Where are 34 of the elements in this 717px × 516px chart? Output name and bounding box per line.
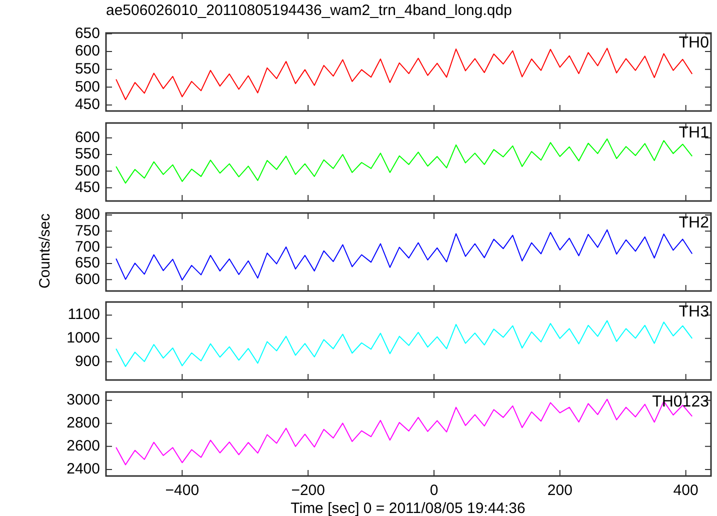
y-tick-label: 2800 [66, 414, 100, 432]
y-tick-label: 500 [74, 162, 100, 180]
y-tick-label: 500 [74, 78, 100, 96]
y-tick-label: 700 [74, 238, 100, 256]
series-label: TH0123 [652, 394, 710, 411]
y-tick-label: 3000 [66, 392, 100, 409]
x-tick-label: 200 [547, 482, 572, 500]
series-label: TH2 [678, 214, 710, 231]
y-tick-label: 1100 [68, 306, 100, 324]
y-tick-label: 650 [74, 24, 100, 42]
y-tick-label: 900 [74, 353, 100, 370]
y-tick-label: 600 [74, 42, 100, 60]
y-tick-label: 1000 [66, 330, 100, 347]
y-tick-label: 800 [74, 206, 100, 223]
x-tick-label: −400 [165, 482, 200, 500]
x-tick-label: 400 [673, 482, 698, 500]
y-tick-label: 600 [74, 270, 100, 288]
series-label: TH1 [678, 124, 710, 142]
y-tick-label: 450 [74, 96, 100, 114]
y-tick-label: 600 [74, 128, 100, 146]
chart-title: ae506026010_20110805194436_wam2_trn_4band_long.qdp [106, 2, 512, 19]
y-tick-label: 650 [74, 254, 100, 272]
y-tick-label: 450 [74, 178, 100, 196]
y-tick-label: 750 [74, 222, 100, 239]
y-tick-label: 550 [74, 145, 100, 162]
x-tick-label: 0 [430, 482, 438, 500]
y-axis-title: Counts/sec [36, 214, 54, 290]
series-label: TH3 [678, 304, 710, 321]
series-label: TH0 [678, 34, 710, 52]
x-tick-label: −200 [291, 482, 325, 500]
y-tick-label: 2400 [66, 460, 100, 478]
y-tick-label: 2600 [66, 438, 100, 455]
y-tick-label: 550 [74, 60, 100, 78]
x-axis-title: Time [sec] 0 = 2011/08/05 19:44:36 [290, 500, 526, 516]
